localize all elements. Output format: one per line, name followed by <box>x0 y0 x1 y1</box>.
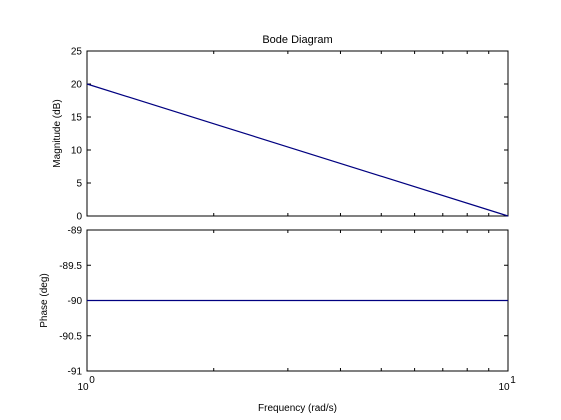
chart-title: Bode Diagram <box>262 34 332 46</box>
y-axis-label: Magnitude (dB) <box>52 99 63 167</box>
x-tick-label: 10 <box>498 382 510 393</box>
axes-box <box>86 50 509 217</box>
y-axis-label: Phase (deg) <box>39 273 50 327</box>
y-tick-label: 15 <box>71 113 83 124</box>
x-tick-label-exponent: 0 <box>89 375 95 386</box>
x-tick-label-exponent: 1 <box>510 375 516 386</box>
y-tick-label: -89.5 <box>59 261 82 272</box>
y-tick-label: 0 <box>76 212 82 223</box>
y-tick-label: 10 <box>71 146 83 157</box>
phase-panel: -91 -90.5 -90 -89.5 -89 Phase (deg) <box>39 226 509 378</box>
magnitude-panel: 0 5 10 15 20 25 Magnitude (dB) <box>52 47 509 223</box>
y-tick-label: -91 <box>68 367 83 378</box>
y-tick-label: -90 <box>68 296 83 307</box>
x-tick-label: 10 <box>77 382 89 393</box>
x-axis-label: Frequency (rad/s) <box>258 403 337 414</box>
y-tick-label: 25 <box>71 47 83 58</box>
y-tick-label: -90.5 <box>59 331 82 342</box>
y-tick-label: 20 <box>71 80 83 91</box>
y-tick-label: 5 <box>76 179 82 190</box>
y-tick-label: -89 <box>68 226 83 237</box>
series-line <box>86 83 509 217</box>
